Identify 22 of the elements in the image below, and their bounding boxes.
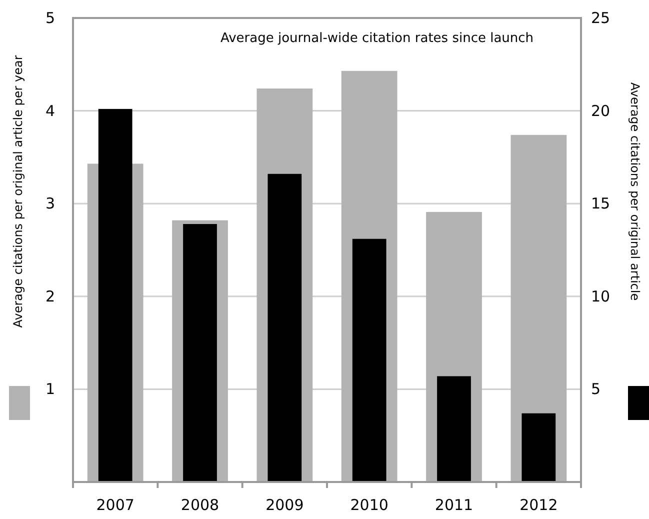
y2-tick-label: 5 — [591, 380, 601, 398]
x-tick-label: 2012 — [520, 496, 558, 514]
y-tick-label: 4 — [45, 102, 55, 120]
y2-tick-label: 10 — [591, 287, 610, 306]
y-tick-label: 3 — [45, 194, 55, 213]
bar — [522, 413, 556, 482]
y-tick-label: 5 — [45, 9, 55, 27]
x-tick-label: 2009 — [266, 496, 304, 514]
y-tick-label: 1 — [45, 380, 55, 398]
x-tick-label: 2007 — [96, 496, 134, 514]
y2-axis-title: Average citations per original article — [628, 82, 642, 301]
y-tick-label: 2 — [45, 287, 55, 306]
x-tick-label: 2011 — [434, 496, 474, 514]
text: Average journal-wide citation rates since launch — [220, 31, 534, 46]
x-tick-label: 2008 — [180, 496, 220, 514]
y2-tick-label: 25 — [591, 9, 610, 27]
y-axis-title: Average citations per original article per year — [11, 55, 25, 328]
y2-tick-label: 20 — [591, 102, 610, 120]
bar — [437, 376, 471, 482]
y2-tick-label: 15 — [591, 194, 610, 213]
x-tick-label: 2010 — [350, 496, 388, 514]
bar — [352, 238, 386, 482]
